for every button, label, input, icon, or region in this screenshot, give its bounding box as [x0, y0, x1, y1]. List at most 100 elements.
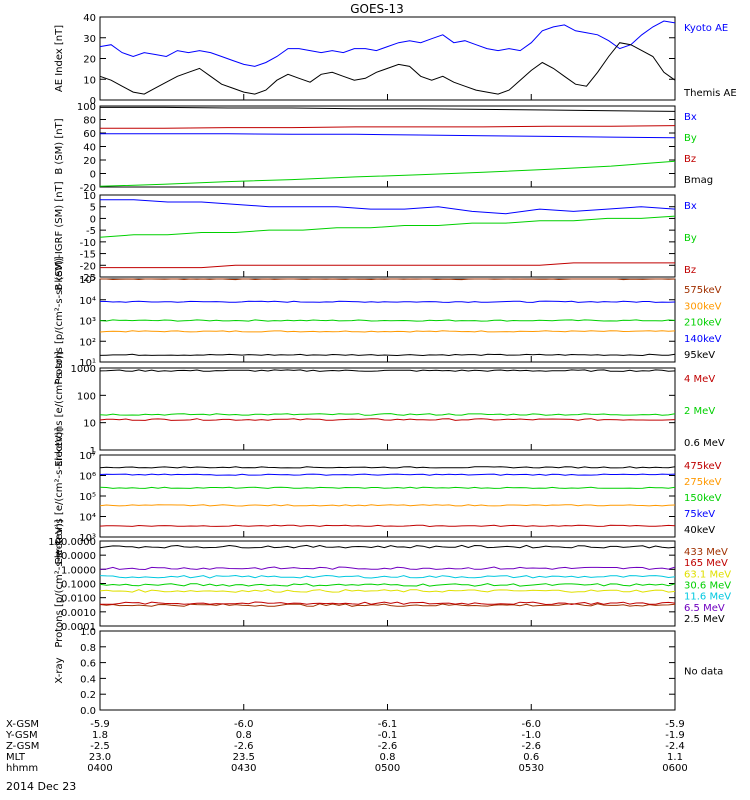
time-axis-value: 0.8 [380, 752, 396, 763]
time-axis-value: 0500 [375, 763, 400, 774]
legend-label: Bx [684, 201, 697, 212]
y-tick-label: 1 [90, 446, 96, 457]
series-line-63.1-MeV [99, 589, 676, 593]
series-line-Bz [100, 262, 675, 269]
legend-label: By [684, 233, 697, 244]
legend-label: 475keV [684, 461, 722, 472]
y-tick-label: 10 [83, 75, 96, 86]
series-line-150keV [99, 486, 676, 489]
y-tick-label: -10 [80, 238, 96, 249]
y-tick-label: 5 [90, 203, 96, 214]
y-tick-label: 0.0 [80, 706, 96, 717]
legend-label: 4 MeV [684, 374, 715, 385]
chart-panel-7: 0.0001 0.0010 0.0100 0.1000 1.0000 10.0000 100… [48, 519, 731, 647]
y-tick-label: 100 [77, 391, 96, 402]
y-tick-label: 10³ [79, 533, 96, 544]
series-line-Bx [100, 199, 676, 215]
time-axis-value: -2.6 [234, 741, 254, 752]
y-tick-label: 10⁴ [79, 513, 96, 524]
series-line-165-MeV [100, 601, 676, 606]
time-axis-value: -2.4 [665, 741, 685, 752]
time-axis-value: -1.0 [521, 730, 541, 741]
panel-frame [99, 194, 676, 278]
legend-label: 210keV [684, 318, 722, 329]
series-line-0.6-MeV [99, 369, 676, 372]
y-tick-label: 10⁷ [79, 451, 96, 462]
y-tick-label: 10 [83, 191, 96, 202]
y-tick-label: 1.0 [80, 627, 96, 638]
time-axis-value: -2.5 [90, 741, 110, 752]
legend-label: Bz [684, 154, 696, 165]
legend-label: 150keV [684, 493, 722, 504]
legend-label: 575keV [684, 285, 722, 296]
y-tick-label: 1000 [71, 364, 96, 375]
legend-label: 2.5 MeV [684, 614, 725, 625]
y-tick-label: 0 [90, 170, 96, 181]
y-tick-label: 0.1000 [61, 580, 96, 591]
series-line-433-MeV [99, 603, 676, 607]
legend-label: 63.1 MeV [684, 569, 731, 580]
time-axis-value: -0.1 [378, 730, 398, 741]
legend-label: 0.6 MeV [684, 438, 725, 449]
series-line-4-MeV [99, 418, 676, 421]
legend-label: By [684, 133, 697, 144]
y-tick-label: 20 [83, 55, 96, 66]
series-line-Kyoto-AE [99, 20, 676, 67]
time-axis-value: 0600 [662, 763, 687, 774]
y-axis-label: B (SM)-IGRF (SM) [nT] [54, 181, 65, 290]
legend-label: 275keV [684, 477, 722, 488]
series-line-Bmag [100, 106, 676, 112]
time-axis-value: -6.0 [234, 719, 254, 730]
series-line-2-MeV [99, 413, 676, 416]
panel-frame [99, 16, 676, 101]
legend-label: 165 MeV [684, 558, 728, 569]
date-label: 2014 Dec 23 [6, 780, 76, 793]
series-line-By [99, 215, 676, 238]
panel-frame [99, 630, 676, 711]
chart-panel-6: 10³ 10⁴ 10⁵ 10⁶ 10⁷ Electrons [e/(cm²-s-sr-ke… [54, 427, 722, 564]
series-line-210keV [99, 319, 676, 322]
y-tick-label: 10⁴ [79, 296, 96, 307]
y-tick-label: 60 [83, 129, 96, 140]
y-tick-label: 1.0000 [61, 565, 96, 576]
series-line-300keV [99, 330, 676, 333]
time-axis-value: 0400 [87, 763, 112, 774]
legend-label: 6.5 MeV [684, 603, 725, 614]
time-axis-value: -6.0 [521, 719, 541, 730]
y-tick-label: 80 [83, 116, 96, 127]
legend-label: 95keV [684, 350, 715, 361]
y-tick-label: 10² [79, 337, 96, 348]
chart-panel-1: 0 10 20 30 40 AE Index [nT] Kyoto AE Themis AE [54, 13, 737, 107]
panel-frame [99, 540, 676, 627]
series-line-By [99, 160, 676, 187]
time-axis-row-label: X-GSM [6, 719, 39, 730]
y-axis-label: Protons [p/(cm²-s-sr-keV)] [54, 519, 65, 647]
no-data-note: No data [684, 667, 723, 678]
legend-label: 75keV [684, 509, 715, 520]
time-axis-value: 23.5 [233, 752, 255, 763]
y-tick-label: 10⁵ [79, 275, 96, 286]
y-tick-label: 100 [77, 102, 96, 113]
y-tick-label: 40 [83, 13, 96, 24]
chart-panel-4: 10¹ 10² 10³ 10⁴ 10⁵ Protons [p/(cm²-s-sr-keV)… [54, 256, 722, 384]
legend-label: 11.6 MeV [684, 592, 731, 603]
series-line-140keV [99, 300, 676, 303]
time-axis-value: 1.8 [92, 730, 108, 741]
series-line-40keV [99, 466, 676, 469]
y-axis-label: X-ray [54, 657, 65, 683]
y-tick-label: 10⁶ [79, 472, 96, 483]
legend-label: 140keV [684, 334, 722, 345]
series-line-475keV [99, 524, 676, 528]
legend-label: Bz [684, 265, 696, 276]
legend-label: 2 MeV [684, 406, 715, 417]
y-axis-label: Electrons [e/(cm²-s-sr)] [54, 351, 65, 467]
y-tick-label: 0.4 [80, 674, 96, 685]
y-tick-label: -20 [80, 183, 96, 194]
series-line-2.5-MeV [99, 544, 676, 549]
y-tick-label: 0 [90, 214, 96, 225]
y-tick-label: 10⁵ [79, 492, 96, 503]
panel-frame [99, 367, 676, 451]
series-line-Bx [100, 133, 676, 139]
series-line-Bz [100, 125, 676, 129]
